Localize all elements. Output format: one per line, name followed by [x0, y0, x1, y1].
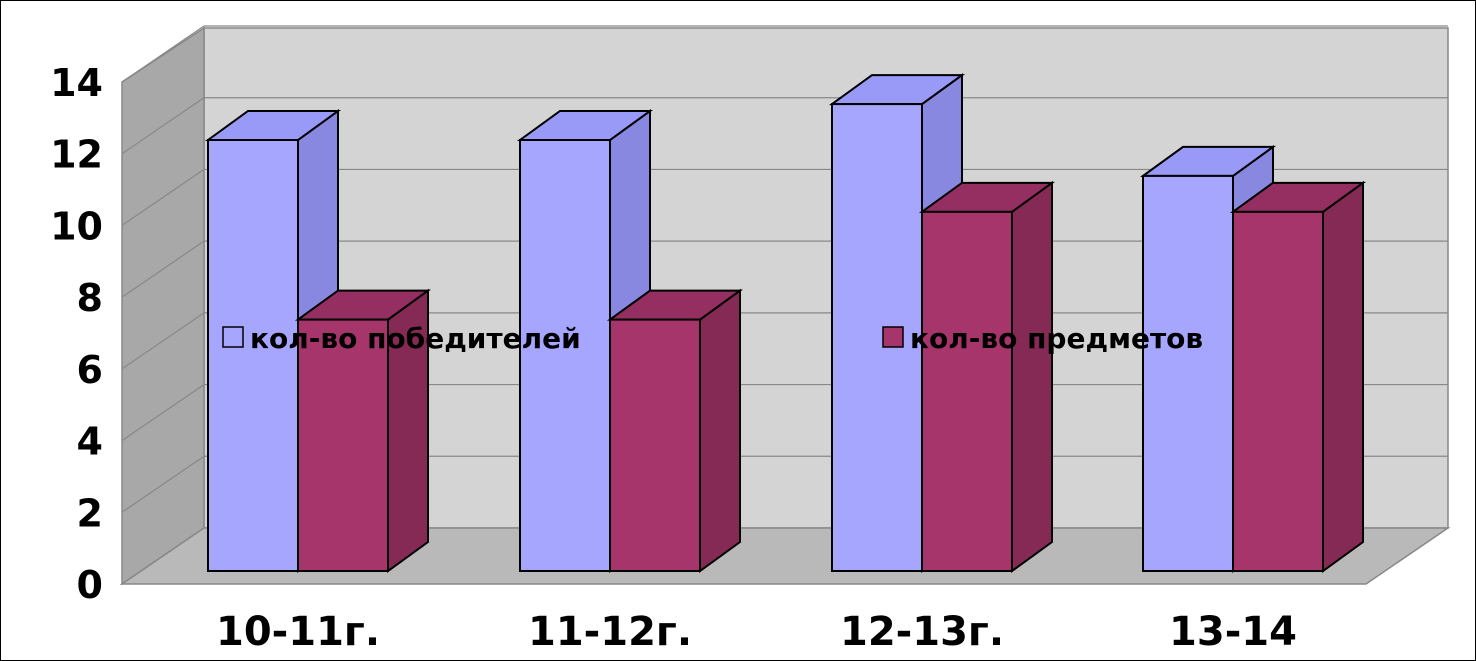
- y-tick-label: 6: [77, 348, 103, 392]
- y-axis-ticks: 0 2 4 6 8 10 12 14: [50, 61, 103, 607]
- gridline-left: [121, 384, 205, 442]
- bar-front: [519, 139, 611, 572]
- x-tick-label: 11-12г.: [528, 609, 692, 655]
- bar-1-3: [1229, 180, 1367, 573]
- bar-1-1: [606, 288, 744, 573]
- y-tick-label: 4: [77, 420, 103, 464]
- y-tick-label: 2: [77, 491, 103, 535]
- legend-label-1: кол-во предметов: [910, 322, 1203, 355]
- y-tick-label: 14: [50, 61, 103, 105]
- left-wall: [121, 26, 205, 586]
- bar-side: [1011, 180, 1053, 573]
- y-tick-label: 12: [50, 133, 103, 177]
- x-tick-label: 13-14: [1169, 609, 1297, 655]
- x-tick-label: 12-13г.: [840, 609, 1004, 655]
- bar-front: [921, 210, 1013, 572]
- bar-front: [207, 139, 299, 572]
- legend-swatch-0: [222, 326, 244, 348]
- legend-label-0: кол-во победителей: [250, 322, 581, 355]
- bar-front: [1232, 210, 1324, 572]
- bar-front: [609, 318, 701, 573]
- legend-swatch-1: [882, 326, 904, 348]
- bar-front: [1142, 174, 1234, 573]
- legend: кол-во победителей кол-во предметов: [222, 322, 1203, 355]
- y-tick-label: 8: [77, 276, 103, 320]
- gridline-left: [121, 168, 205, 226]
- gridline-left: [121, 25, 205, 83]
- x-tick-label: 10-11г.: [216, 609, 380, 655]
- gridline-left: [121, 312, 205, 370]
- gridline-left: [121, 240, 205, 298]
- gridline-left: [121, 455, 205, 513]
- bar-side: [699, 288, 741, 573]
- bar-front: [297, 318, 389, 573]
- bar-side: [1322, 180, 1364, 573]
- bars: [204, 73, 1367, 573]
- y-tick-label: 10: [50, 204, 103, 248]
- bar-1-0: [294, 288, 432, 573]
- y-tick-label: 0: [77, 563, 103, 607]
- bar-1-2: [918, 180, 1056, 573]
- floor: [119, 527, 1451, 585]
- bar-front: [831, 103, 923, 572]
- gridline-left: [121, 97, 205, 155]
- chart-walls: [119, 26, 1451, 586]
- x-axis-ticks: 10-11г. 11-12г. 12-13г. 13-14: [216, 609, 1297, 655]
